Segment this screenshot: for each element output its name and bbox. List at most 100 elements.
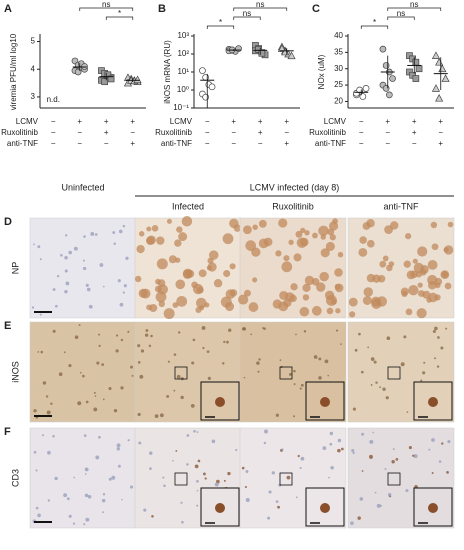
cell: [281, 261, 293, 273]
row-label: LCMV: [16, 117, 39, 126]
cell: [193, 429, 196, 433]
cell: [85, 400, 89, 404]
cell: [235, 448, 238, 452]
cell: [60, 253, 63, 257]
cell: [437, 336, 440, 339]
cell: [182, 269, 193, 280]
cell: [178, 331, 181, 334]
cell: [335, 329, 339, 332]
condition-sign: −: [258, 139, 263, 148]
micrograph: [29, 427, 137, 529]
condition-sign: −: [51, 117, 56, 126]
cell: [46, 410, 51, 415]
data-point: [441, 74, 450, 82]
cell: [102, 398, 105, 401]
cell: [330, 466, 334, 470]
panel-letter: E: [4, 320, 11, 332]
condition-sign: −: [284, 128, 289, 137]
row-label: Ruxolitinib: [1, 128, 38, 137]
cell: [369, 454, 373, 459]
micrograph: [29, 217, 137, 319]
cell: [358, 332, 361, 336]
cell: [145, 236, 155, 246]
cell: [33, 409, 37, 413]
cell: [176, 295, 188, 307]
cell: [244, 485, 248, 489]
y-tick-label: 10²: [177, 49, 189, 58]
y-tick-label: 5: [31, 37, 36, 46]
condition-sign: −: [359, 117, 364, 126]
cell: [233, 224, 242, 232]
cell: [222, 233, 234, 245]
cell: [143, 508, 147, 512]
cell: [214, 482, 219, 487]
condition-sign: −: [77, 128, 82, 137]
cell: [288, 372, 292, 376]
cell: [271, 471, 275, 475]
cell: [417, 246, 428, 257]
cell: [194, 464, 199, 469]
inset-cell: [320, 503, 330, 513]
column-header: Infected: [172, 201, 204, 211]
cell: [264, 429, 268, 434]
cell: [54, 476, 58, 481]
cell: [93, 391, 96, 394]
row-label: anti-TNF: [7, 139, 38, 148]
cell: [434, 326, 438, 331]
cell: [295, 496, 298, 499]
cell: [159, 413, 164, 418]
data-point: [412, 58, 420, 66]
cell: [196, 479, 199, 483]
cell: [395, 457, 399, 461]
cell: [379, 260, 387, 268]
cell: [166, 394, 170, 398]
panel-letter: F: [4, 426, 11, 438]
cell: [348, 297, 358, 307]
y-axis-label: NOx (uM): [317, 54, 326, 89]
significance-bracket: [387, 7, 442, 11]
condition-sign: +: [130, 139, 135, 148]
cell: [300, 456, 305, 461]
cell: [241, 466, 245, 470]
cell: [172, 459, 174, 462]
cell: [329, 431, 334, 436]
cell: [329, 442, 333, 446]
cell: [227, 471, 231, 476]
cell: [252, 277, 258, 283]
cell: [84, 473, 87, 475]
cell: [65, 281, 70, 286]
cell: [37, 245, 41, 249]
cell: [139, 374, 144, 379]
cell: [94, 233, 98, 236]
cell: [138, 441, 142, 445]
cell: [243, 225, 252, 235]
cell: [134, 275, 142, 283]
cell: [441, 442, 444, 445]
significance-label: *: [219, 18, 222, 27]
cell: [279, 359, 282, 361]
cell: [123, 284, 127, 288]
micrograph: [29, 321, 137, 423]
cell: [127, 439, 130, 442]
cell: [447, 221, 454, 228]
cell: [263, 237, 273, 247]
cell: [213, 278, 223, 288]
cell: [293, 253, 302, 262]
cell: [64, 289, 68, 294]
cell: [102, 511, 105, 514]
cell: [278, 218, 288, 228]
data-point: [101, 78, 109, 86]
significance-bracket: [360, 25, 389, 29]
cell: [324, 290, 335, 300]
cell: [113, 242, 116, 245]
cell: [388, 261, 395, 267]
zoom-box: [174, 472, 188, 486]
cell: [84, 493, 89, 498]
cell: [82, 374, 85, 378]
cell: [408, 446, 412, 450]
cell: [382, 387, 386, 391]
condition-sign: −: [205, 117, 210, 126]
cell: [434, 357, 436, 360]
cell: [208, 250, 219, 260]
cell: [85, 283, 89, 287]
